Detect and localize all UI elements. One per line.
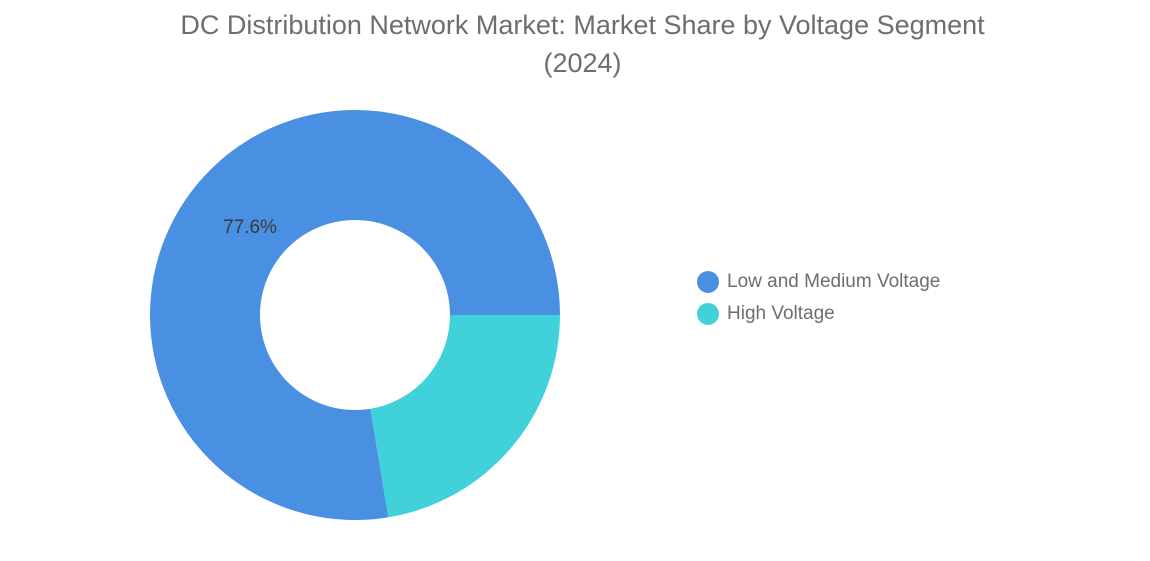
legend-swatch-low-and-medium-voltage [697,271,719,293]
chart-title: DC Distribution Network Market: Market S… [0,6,1150,82]
data-label-low-and-medium-voltage: 77.6% [223,217,277,238]
legend-label-high-voltage: High Voltage [727,303,835,324]
legend-label-low-and-medium-voltage: Low and Medium Voltage [727,271,941,292]
legend-item-high-voltage[interactable]: High Voltage [697,298,940,330]
legend-swatch-high-voltage [697,303,719,325]
chart-title-line-2: (2024) [543,48,622,78]
slice-low-and-medium-voltage[interactable] [150,109,560,520]
slice-high-voltage[interactable] [370,315,560,518]
chart-legend: Low and Medium Voltage High Voltage [697,266,940,330]
legend-item-low-and-medium-voltage[interactable]: Low and Medium Voltage [697,266,940,298]
donut-data-labels: 77.6% [223,217,277,238]
donut-slices [150,109,560,520]
chart-title-line-1: DC Distribution Network Market: Market S… [180,10,985,40]
